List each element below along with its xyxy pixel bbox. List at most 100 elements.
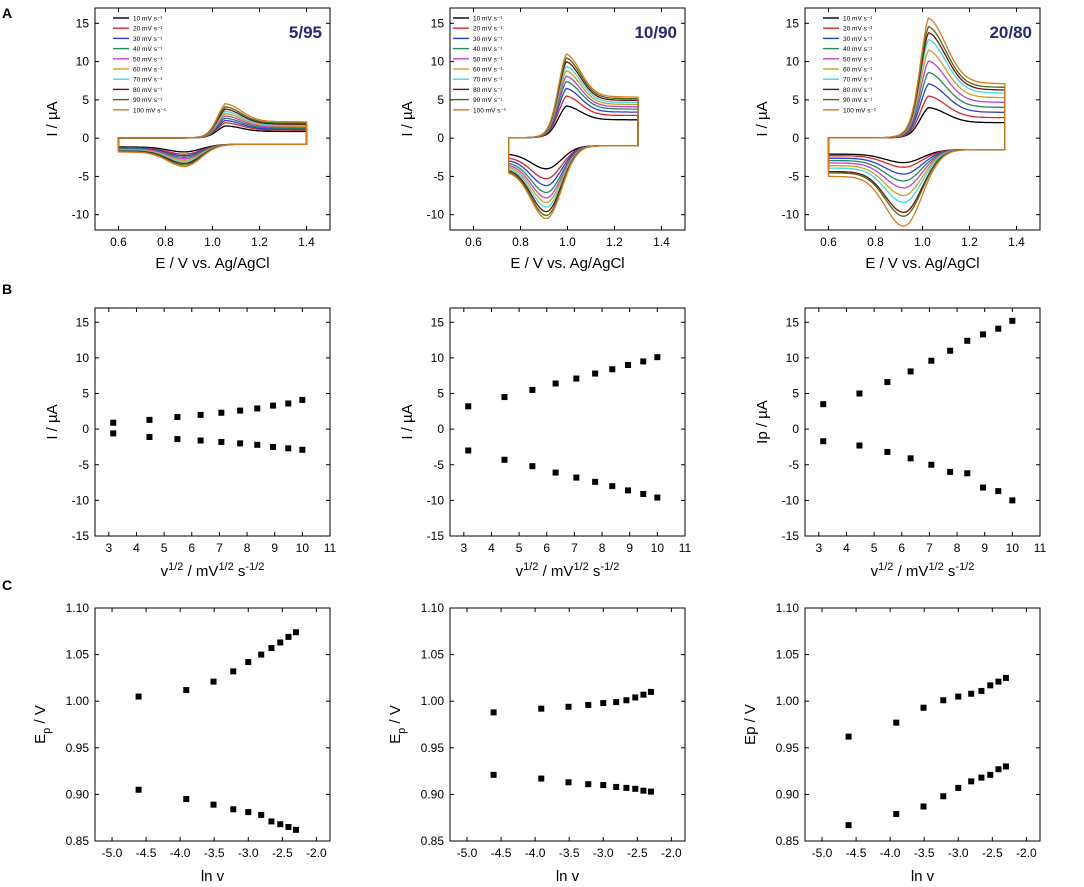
data-point-anodic bbox=[893, 719, 900, 726]
y-axis-title-base: E bbox=[32, 734, 49, 744]
data-point-anodic bbox=[254, 405, 261, 412]
x-tick-label: 11 bbox=[324, 541, 337, 555]
y-tick-label: -5 bbox=[788, 458, 799, 472]
data-point-anodic bbox=[613, 699, 620, 706]
legend: 10 mV s⁻¹ 20 mV s⁻¹ 30 mV s⁻¹ 40 mV s⁻¹ 50 m… bbox=[113, 16, 167, 114]
data-point-cathodic bbox=[146, 433, 153, 440]
data-point-anodic bbox=[465, 403, 472, 410]
y-axis-title: I / µA bbox=[399, 101, 416, 136]
y-tick-label: -10 bbox=[782, 208, 800, 222]
data-point-cathodic bbox=[501, 456, 508, 463]
data-point-anodic bbox=[940, 697, 947, 704]
legend-label: 70 mV s⁻¹ bbox=[473, 77, 503, 84]
panels-group: 0.6 0.8 1.0 1.2 1.4 -10 -5 0 5 10 15 E / V vs. Ag/A… bbox=[32, 7, 1047, 885]
y-tick-label: 15 bbox=[431, 16, 445, 30]
data-point-cathodic bbox=[600, 782, 607, 789]
x-tick-label: -4.5 bbox=[846, 846, 867, 860]
x-tick-label: 0.6 bbox=[820, 235, 837, 249]
data-point-cathodic bbox=[237, 440, 244, 447]
data-point-anodic bbox=[625, 362, 632, 368]
y-tick-label: 1.00 bbox=[66, 694, 90, 708]
x-axis-title: v1/2 / mV1/2 s-1/2 bbox=[516, 561, 620, 580]
legend-label: 10 mV s⁻¹ bbox=[473, 16, 503, 23]
legend-label: 20 mV s⁻¹ bbox=[133, 26, 163, 33]
x-tick-label: 1.2 bbox=[251, 235, 268, 249]
y-axis-title: Ep / V bbox=[742, 704, 759, 745]
data-point-anodic bbox=[928, 357, 935, 364]
y-tick-label: 1.10 bbox=[421, 601, 445, 615]
x-tick-label: 1.0 bbox=[204, 235, 221, 249]
cv-series-10 bbox=[508, 53, 639, 220]
cv-curves bbox=[117, 103, 308, 168]
x-axis-title-superscript: -1/2 bbox=[955, 561, 974, 573]
x-tick-label: -2.0 bbox=[661, 846, 682, 860]
data-point-cathodic bbox=[928, 461, 935, 468]
data-point-cathodic bbox=[565, 779, 572, 786]
x-axis-title-part: s bbox=[234, 563, 246, 580]
data-point-anodic bbox=[270, 402, 277, 409]
y-tick-label: -15 bbox=[782, 529, 800, 543]
y-tick-label: 1.10 bbox=[776, 601, 800, 615]
cv-series-10 bbox=[117, 103, 308, 168]
x-tick-label: 10 bbox=[651, 541, 665, 555]
y-tick-label: 5 bbox=[792, 387, 799, 401]
y-tick-label: -15 bbox=[427, 529, 445, 543]
data-point-cathodic bbox=[893, 810, 900, 817]
data-point-cathodic bbox=[907, 455, 914, 462]
y-tick-label: 0 bbox=[792, 422, 799, 436]
y-tick-label: 15 bbox=[76, 315, 90, 329]
x-tick-label: -4.5 bbox=[491, 846, 512, 860]
legend-label: 40 mV s⁻¹ bbox=[473, 46, 503, 53]
panel-letter-b: B bbox=[2, 281, 12, 297]
y-tick-label: 1.05 bbox=[66, 648, 90, 662]
data-point-cathodic bbox=[552, 469, 559, 476]
x-tick-label: 1.4 bbox=[1008, 235, 1025, 249]
y-tick-label: 1.05 bbox=[776, 648, 800, 662]
x-tick-label: 1.0 bbox=[559, 235, 576, 249]
x-tick-label: 9 bbox=[981, 541, 988, 555]
y-tick-label: 1.00 bbox=[776, 694, 800, 708]
data-point-cathodic bbox=[292, 826, 299, 833]
data-point-cathodic bbox=[609, 483, 616, 490]
chart-a-3: 0.6 0.8 1.0 1.2 1.4 -10 -5 0 5 10 15 E / V vs. Ag/A… bbox=[754, 7, 1041, 272]
data-point-anodic bbox=[980, 331, 987, 338]
y-tick-label: 0 bbox=[437, 422, 444, 436]
data-point-anodic bbox=[218, 409, 225, 416]
panel-letter-a: A bbox=[2, 5, 12, 21]
y-tick-label: 15 bbox=[786, 315, 800, 329]
x-axis-title: E / V vs. Ag/AgCl bbox=[865, 255, 979, 272]
x-tick-label: 4 bbox=[133, 541, 140, 555]
data-point-anodic bbox=[585, 701, 592, 708]
x-tick-label: 9 bbox=[626, 541, 633, 555]
data-point-cathodic bbox=[183, 796, 190, 803]
data-point-cathodic bbox=[632, 785, 639, 792]
legend-label: 40 mV s⁻¹ bbox=[133, 46, 163, 53]
x-axis-title-superscript: 1/2 bbox=[523, 561, 538, 573]
plot-frame bbox=[449, 307, 686, 537]
ratio-label: 5/95 bbox=[289, 23, 322, 42]
y-axis-title: Ep / V bbox=[387, 705, 408, 744]
x-axis-title-part: v bbox=[516, 563, 524, 580]
panel-letter-c: C bbox=[2, 577, 12, 593]
cv-series-7 bbox=[117, 110, 308, 163]
data-point-cathodic bbox=[987, 771, 994, 778]
chart-c-2: -5.0 -4.5 -4.0 -3.5 -3.0 -2.5 -2.0 0.85 0.90 0.95… bbox=[387, 601, 686, 885]
legend-label: 30 mV s⁻¹ bbox=[473, 36, 503, 43]
data-point-anodic bbox=[174, 414, 181, 421]
data-point-cathodic bbox=[277, 821, 284, 828]
x-tick-label: 3 bbox=[460, 541, 467, 555]
data-point-anodic bbox=[968, 690, 975, 697]
data-point-anodic bbox=[285, 633, 292, 640]
data-point-anodic bbox=[277, 639, 284, 646]
legend-label: 40 mV s⁻¹ bbox=[843, 46, 873, 53]
x-axis-title-part: v bbox=[161, 563, 169, 580]
x-axis-title: ln v bbox=[556, 868, 580, 885]
y-tick-label: 1.00 bbox=[421, 694, 445, 708]
data-point-anodic bbox=[964, 337, 971, 344]
y-tick-label: -10 bbox=[427, 208, 445, 222]
x-axis-title: E / V vs. Ag/AgCl bbox=[155, 255, 269, 272]
data-point-cathodic bbox=[174, 436, 181, 443]
data-point-anodic bbox=[640, 691, 647, 698]
x-axis-title-superscript: -1/2 bbox=[245, 561, 264, 573]
